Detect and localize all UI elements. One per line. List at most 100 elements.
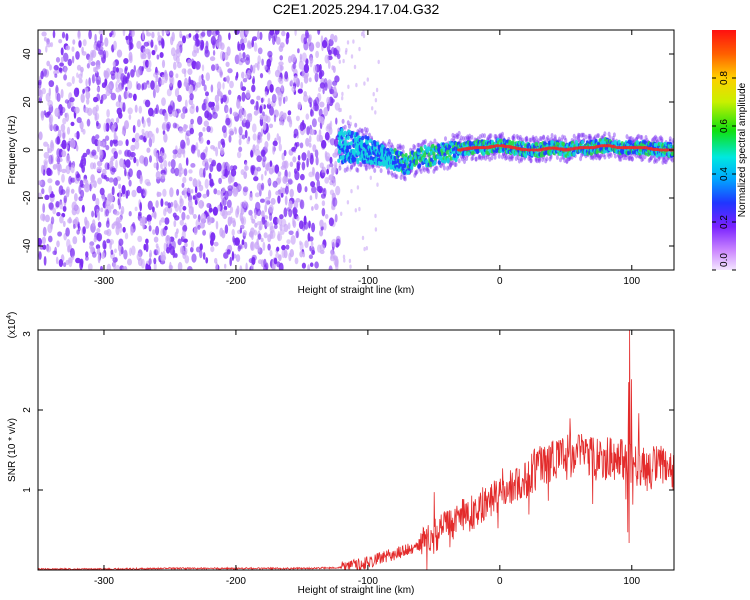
ridge-halo xyxy=(450,160,454,166)
noise-speck xyxy=(186,214,190,220)
noise-speck xyxy=(56,148,61,158)
ridge-halo xyxy=(597,153,600,159)
noise-speck xyxy=(363,81,366,86)
noise-speck xyxy=(164,112,169,122)
ridge-halo xyxy=(478,134,482,140)
ridge-halo xyxy=(516,155,520,161)
noise-speck xyxy=(103,122,107,133)
noise-speck xyxy=(90,61,96,67)
ridge-halo xyxy=(368,164,371,170)
noise-speck xyxy=(80,69,83,77)
noise-speck xyxy=(127,258,132,266)
noise-speck xyxy=(332,80,338,87)
noise-speck xyxy=(254,212,257,220)
noise-speck xyxy=(311,222,316,233)
noise-speck xyxy=(182,176,187,184)
ridge-halo xyxy=(483,133,486,139)
noise-speck xyxy=(221,94,227,103)
noise-speck xyxy=(217,140,221,150)
noise-speck xyxy=(180,148,186,155)
snr-axes: -300 -200 -100 0 100 1 2 3 xyxy=(22,329,674,587)
ridge-halo xyxy=(545,137,549,142)
noise-speck xyxy=(202,102,206,111)
ridge-point xyxy=(471,150,475,156)
ridge-point xyxy=(337,158,341,163)
noise-speck xyxy=(80,158,84,169)
ridge-halo xyxy=(470,134,474,140)
noise-speck xyxy=(269,30,275,36)
noise-speck xyxy=(82,88,85,94)
y-tick-label: 40 xyxy=(22,48,33,60)
noise-speck xyxy=(265,221,270,228)
noise-speck xyxy=(190,246,194,253)
noise-speck xyxy=(128,114,132,120)
ridge-halo xyxy=(553,136,557,142)
ridge-point xyxy=(343,130,347,135)
ridge-point xyxy=(429,157,434,162)
noise-speck xyxy=(250,241,254,251)
ridge-halo xyxy=(432,168,436,174)
noise-speck xyxy=(199,167,204,178)
noise-speck xyxy=(229,165,234,171)
noise-speck xyxy=(174,231,178,239)
noise-speck xyxy=(184,254,190,264)
noise-speck xyxy=(308,77,312,83)
ridge-halo xyxy=(608,151,612,157)
noise-speck xyxy=(283,207,288,218)
noise-speck xyxy=(195,142,199,151)
noise-speck xyxy=(226,199,232,208)
y-tick-label: 3 xyxy=(22,331,33,337)
ridge-halo xyxy=(549,154,553,160)
noise-speck xyxy=(238,126,243,136)
noise-speck xyxy=(181,182,185,188)
noise-speck xyxy=(299,250,304,258)
noise-speck xyxy=(137,119,141,128)
ridge-halo xyxy=(565,159,569,165)
noise-speck xyxy=(321,172,326,177)
ridge-halo xyxy=(663,159,667,165)
noise-speck xyxy=(345,47,348,53)
ridge-halo xyxy=(449,162,453,168)
noise-speck xyxy=(297,183,302,194)
noise-speck xyxy=(225,61,230,67)
noise-speck xyxy=(197,149,201,158)
y-tick-label: 0 xyxy=(22,147,33,153)
ridge-halo xyxy=(591,155,595,161)
ridge-halo xyxy=(572,133,576,139)
noise-speck xyxy=(125,86,128,92)
noise-speck xyxy=(168,70,174,78)
ridge-halo xyxy=(467,136,471,142)
noise-speck xyxy=(275,36,281,45)
noise-speck xyxy=(222,209,228,220)
noise-speck xyxy=(162,74,165,80)
ridge-halo xyxy=(525,136,529,142)
noise-speck xyxy=(229,80,234,89)
noise-speck xyxy=(310,108,313,117)
ridge-point xyxy=(461,152,465,157)
noise-speck xyxy=(309,245,312,252)
noise-speck xyxy=(153,257,157,265)
ridge-halo xyxy=(651,137,655,142)
ridge-halo xyxy=(619,156,623,162)
ridge-core xyxy=(525,148,532,152)
ridge-halo xyxy=(648,157,652,162)
noise-speck xyxy=(269,213,273,221)
noise-speck xyxy=(189,84,194,94)
noise-speck xyxy=(100,265,103,270)
noise-speck xyxy=(218,177,223,185)
noise-speck xyxy=(278,61,284,66)
ridge-halo xyxy=(640,157,644,163)
noise-speck xyxy=(130,226,134,236)
ridge-halo xyxy=(490,155,494,161)
noise-speck xyxy=(118,189,122,200)
noise-speck xyxy=(162,227,167,237)
noise-speck xyxy=(260,97,264,104)
noise-speck xyxy=(283,96,286,104)
noise-speck xyxy=(273,257,278,265)
noise-speck xyxy=(206,125,211,133)
ridge-halo xyxy=(417,142,421,148)
noise-speck xyxy=(161,152,167,160)
noise-speck xyxy=(245,54,250,61)
noise-speck xyxy=(299,240,302,246)
snr-marks xyxy=(38,330,674,570)
